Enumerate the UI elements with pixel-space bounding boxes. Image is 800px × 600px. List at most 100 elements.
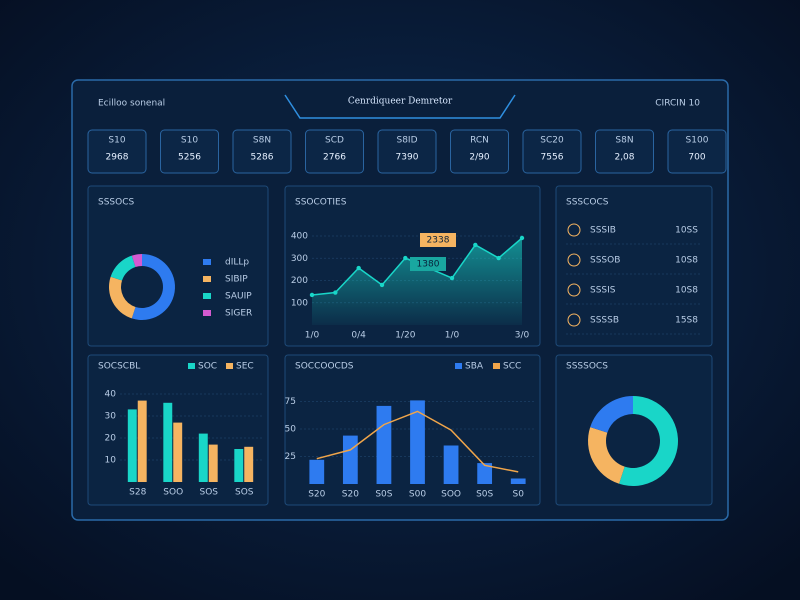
line — [316, 410, 519, 473]
bar — [173, 422, 183, 482]
list-label: SSSSB — [590, 316, 619, 326]
x-tick-label: 3/0 — [515, 331, 530, 341]
kpi-value: 5256 — [178, 153, 201, 163]
kpi-value: 7556 — [541, 153, 564, 163]
bar — [137, 400, 147, 482]
list-icon — [567, 253, 581, 267]
y-tick-label: 75 — [285, 397, 296, 407]
header-right: CIRCIN 10 — [655, 99, 700, 109]
x-tick-label: SOO — [163, 488, 183, 498]
list-title: SSSCOCS — [566, 198, 609, 208]
x-tick-label: SOS — [235, 488, 254, 498]
kpi-label: S10 — [108, 136, 125, 146]
annotation: 2338 — [427, 236, 450, 246]
y-tick-label: 50 — [285, 425, 297, 435]
x-tick-label: S0S — [476, 490, 493, 500]
x-tick-label: S0 — [512, 490, 524, 500]
y-tick-label: 100 — [291, 298, 308, 308]
y-tick-label: 300 — [291, 254, 308, 264]
kpi-card — [667, 129, 727, 174]
x-tick-label: S00 — [409, 490, 426, 500]
panel — [555, 354, 713, 506]
pie-slice — [590, 396, 633, 433]
y-tick-label: 20 — [105, 434, 117, 444]
legend-label: SAUIP — [225, 292, 252, 302]
bar — [410, 400, 425, 484]
bar — [443, 445, 459, 484]
bar — [198, 433, 208, 482]
list-label: SSSIS — [590, 286, 616, 296]
point — [473, 242, 478, 248]
legend-swatch — [203, 276, 211, 282]
kpi-card — [87, 129, 147, 174]
legend-swatch — [455, 363, 462, 369]
bar — [342, 435, 358, 484]
kpi-label: S10 — [181, 136, 198, 146]
kpi-value: 2,08 — [614, 153, 634, 163]
kpi-value: 2968 — [106, 153, 129, 163]
list-icon — [567, 283, 581, 297]
legend-label: SOC — [198, 362, 217, 372]
x-tick-label: S28 — [129, 488, 146, 498]
list-value: 10S8 — [675, 286, 698, 296]
kpi-card — [232, 129, 292, 174]
x-tick-label: SOO — [441, 490, 461, 500]
list-value: 10SS — [675, 226, 698, 236]
panel-title: SSOCOTIES — [295, 198, 347, 208]
list-value: 15S8 — [675, 316, 698, 326]
kpi-value: 2/90 — [469, 153, 489, 163]
point — [449, 275, 455, 281]
kpi-label: SCD — [325, 136, 344, 146]
x-tick-label: 0/4 — [351, 331, 366, 341]
legend-swatch — [226, 363, 233, 369]
panel-title: SOCCOOCDS — [295, 362, 354, 372]
bar — [244, 446, 254, 482]
legend-swatch — [203, 293, 211, 299]
kpi-label: S100 — [686, 136, 709, 146]
bar — [309, 459, 325, 484]
x-tick-label: 1/0 — [445, 331, 460, 341]
pie-slice — [587, 427, 625, 484]
list-value: 10S8 — [675, 256, 698, 266]
y-tick-label: 200 — [291, 276, 308, 286]
pie-slice — [131, 254, 142, 268]
pie-slice — [108, 276, 136, 319]
bar — [477, 463, 493, 484]
y-tick-label: 30 — [105, 412, 117, 422]
legend-label: SCC — [503, 362, 521, 372]
legend-label: dILLp — [225, 258, 249, 268]
panel-title: SOCSCBL — [98, 362, 140, 372]
kpi-value: 5286 — [251, 153, 274, 163]
header-title: Cenrdiqueer Demretor — [348, 97, 453, 107]
title-frame — [284, 94, 516, 119]
list-icon — [567, 223, 581, 237]
kpi-value: 700 — [688, 153, 705, 163]
legend-swatch — [203, 310, 211, 316]
x-tick-label: S20 — [342, 490, 359, 500]
kpi-card — [522, 129, 582, 174]
bar — [208, 444, 218, 482]
y-tick-label: 400 — [291, 232, 308, 242]
panel — [555, 185, 713, 347]
y-tick-label: 25 — [285, 452, 296, 462]
bar — [127, 409, 137, 482]
panel-title: SSSOCS — [98, 198, 135, 208]
kpi-card — [450, 129, 509, 174]
pie-slice — [131, 254, 175, 320]
legend-label: SIGER — [225, 309, 252, 319]
list-label: SSSOB — [590, 256, 620, 266]
point — [403, 255, 408, 261]
x-tick-label: 1/0 — [305, 331, 320, 341]
x-tick-label: 1/20 — [395, 331, 415, 341]
bar — [510, 478, 526, 484]
list-icon — [567, 313, 581, 327]
annotation-box — [420, 233, 456, 247]
legend-swatch — [493, 363, 500, 369]
annotation-box — [410, 257, 446, 271]
point — [309, 292, 315, 298]
kpi-label: SC20 — [540, 136, 564, 146]
list-label: SSSIB — [590, 226, 616, 236]
kpi-value: 7390 — [396, 153, 419, 163]
legend-label: SEC — [236, 362, 254, 372]
